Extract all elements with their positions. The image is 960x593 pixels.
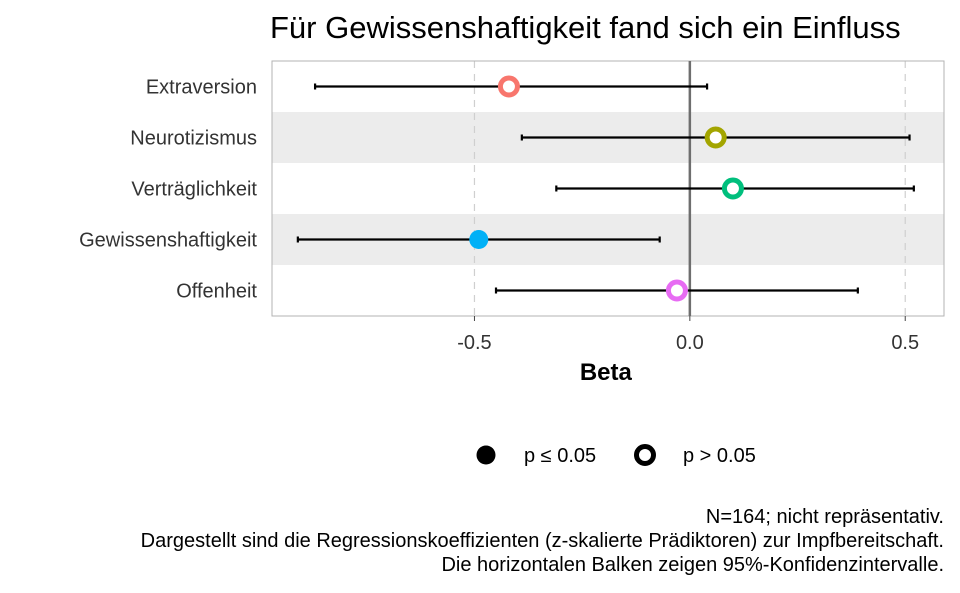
caption-line-3: Die horizontalen Balken zeigen 95%-Konfi…: [441, 554, 944, 576]
y-axis-label: Verträglichkeit: [131, 179, 257, 201]
caption: N=164; nicht repräsentativ. Dargestellt …: [4, 505, 944, 577]
legend-label: p ≤ 0.05: [524, 445, 596, 467]
x-tick-label: 0.0: [676, 332, 704, 354]
legend-marker-filled: [476, 445, 496, 465]
coefficient-plot: Extraversion Neurotizismus Verträglichkeit…: [79, 60, 945, 467]
y-axis-labels: Extraversion Neurotizismus Verträglichkeit…: [79, 77, 257, 303]
x-axis-ticks: -0.5 0.0 0.5: [457, 316, 919, 354]
y-axis-label: Offenheit: [176, 281, 257, 303]
x-tick-label: 0.5: [891, 332, 919, 354]
y-axis-label: Extraversion: [146, 77, 257, 99]
x-axis-title: Beta: [580, 359, 633, 386]
caption-line-1: N=164; nicht repräsentativ.: [705, 506, 944, 528]
point-significant: [469, 230, 489, 249]
legend-marker-open: [634, 444, 656, 466]
point-nonsignificant: [721, 177, 744, 200]
point-nonsignificant: [704, 126, 727, 149]
y-axis-label: Neurotizismus: [130, 128, 257, 150]
y-axis-label: Gewissenshaftigkeit: [79, 230, 257, 252]
point-nonsignificant: [665, 279, 688, 302]
caption-line-2: Dargestellt sind die Regressionskoeffizi…: [140, 530, 944, 552]
chart-title: Für Gewissenshaftigkeit fand sich ein Ei…: [270, 10, 901, 45]
x-tick-label: -0.5: [457, 332, 491, 354]
panel-border: [271, 60, 945, 317]
legend: p ≤ 0.05 p > 0.05: [476, 444, 756, 467]
point-nonsignificant: [497, 75, 520, 98]
points: [469, 75, 744, 302]
legend-label: p > 0.05: [683, 445, 756, 467]
gridlines: [473, 61, 906, 316]
